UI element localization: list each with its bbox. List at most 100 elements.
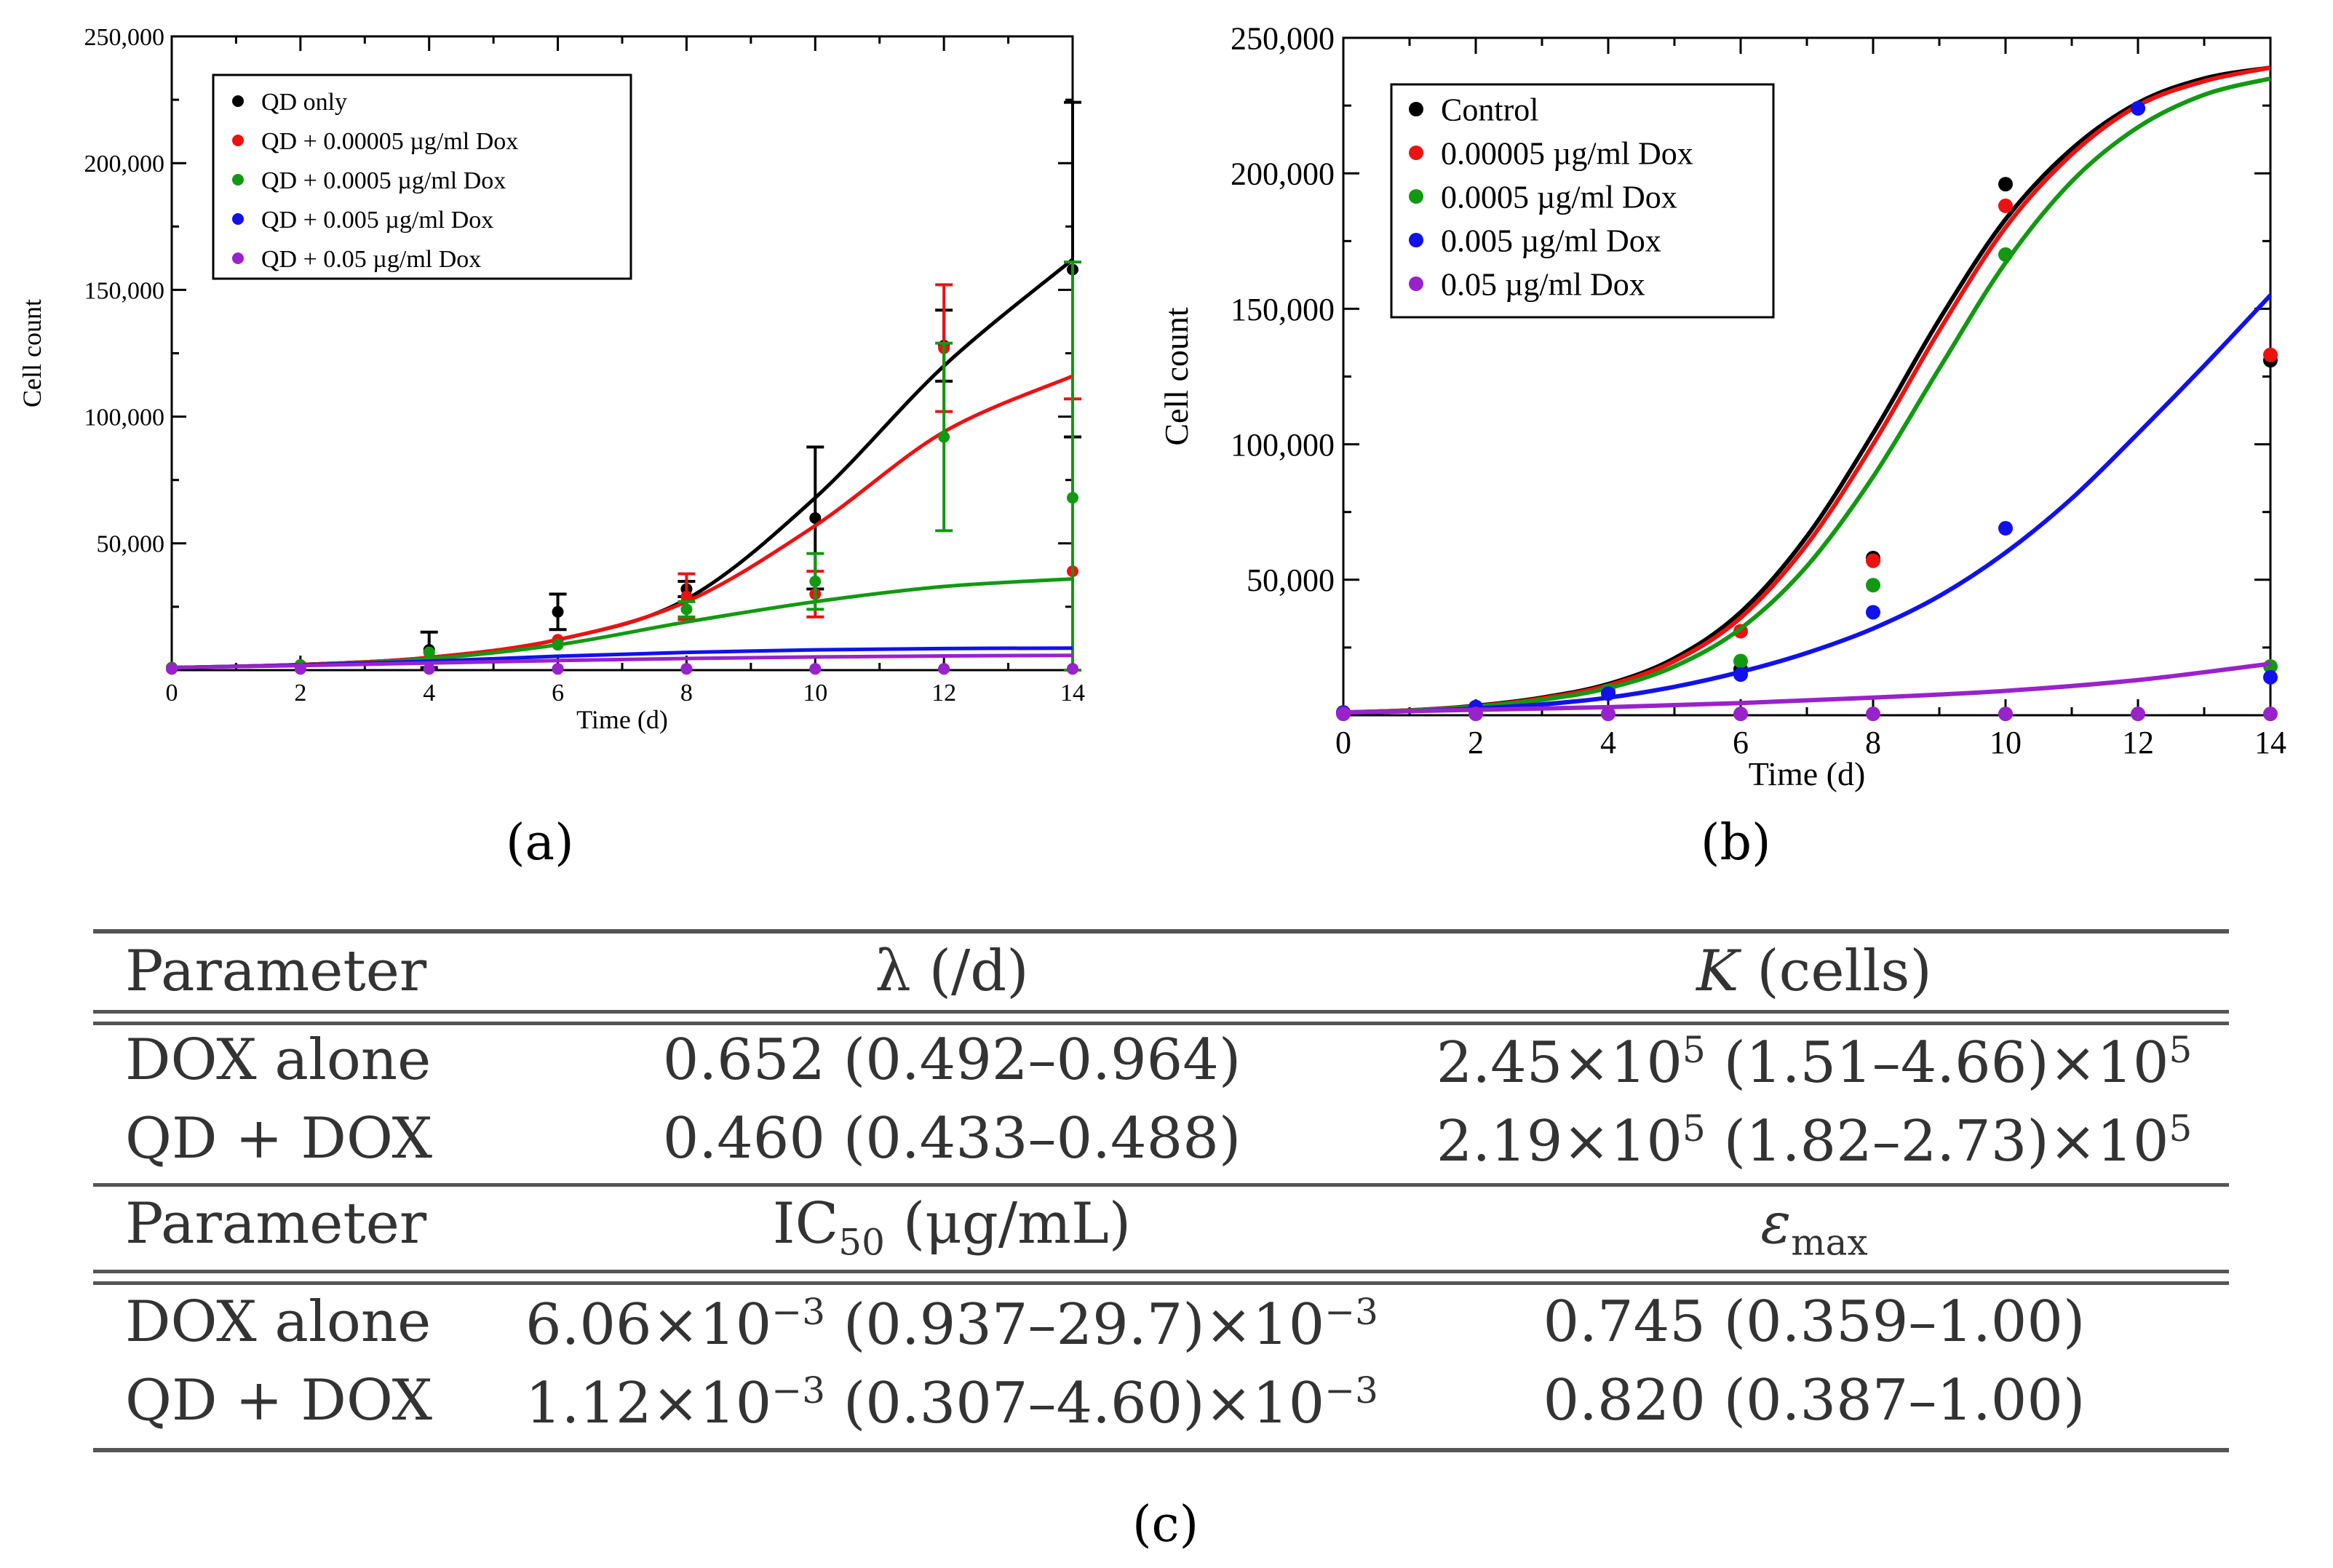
y-tick-label: 200,000 xyxy=(84,151,165,178)
table2-row1-epsilon: 0.745 (0.359–1.00) xyxy=(1543,1289,2086,1355)
legend-marker xyxy=(232,252,244,264)
x-axis-label: Time (d) xyxy=(1749,755,1866,792)
data-point-series-4 xyxy=(2131,100,2145,116)
k-value: 2.45×10 xyxy=(1436,1030,1683,1096)
legend-marker xyxy=(1409,233,1423,247)
data-point-series-5 xyxy=(1866,707,1880,722)
ic-value: 6.06×10 xyxy=(525,1292,772,1358)
x-tick-label: 6 xyxy=(1733,725,1749,760)
data-point-series-5 xyxy=(1468,707,1483,722)
fit-curve-series-3 xyxy=(1343,76,2271,715)
k-value: 2.19×10 xyxy=(1436,1109,1683,1174)
x-tick-label: 0 xyxy=(166,680,178,707)
table1-header-rule-bottom xyxy=(93,1022,2229,1025)
data-point-series-5 xyxy=(166,663,178,675)
data-point-series-5 xyxy=(294,663,306,675)
fit-curve-series-4 xyxy=(1343,293,2273,715)
k-range: (1.51–4.66)×10 xyxy=(1723,1030,2169,1096)
data-point-series-4 xyxy=(1733,667,1748,682)
table-mid-rule xyxy=(93,1183,2229,1187)
data-point-series-5 xyxy=(938,663,950,675)
ic-sub: 50 xyxy=(838,1221,885,1264)
table2-row2-label: QD + DOX xyxy=(125,1368,433,1433)
k-exp: 5 xyxy=(1682,1029,1706,1071)
table2-row2-ic50: 1.12×10−3 (0.307–4.60)×10−3 xyxy=(525,1372,1378,1432)
x-tick-label: 4 xyxy=(423,680,435,707)
ic-exp: −3 xyxy=(771,1369,826,1412)
legend-label: 0.00005 µg/ml Dox xyxy=(1441,135,1693,171)
x-tick-label: 10 xyxy=(803,680,827,707)
x-tick-label: 2 xyxy=(294,680,306,707)
legend-label: QD + 0.00005 µg/ml Dox xyxy=(261,128,518,155)
table2-header-epsilon: εmax xyxy=(1760,1195,1867,1261)
legend-marker xyxy=(1409,276,1423,291)
table2-row1-label: DOX alone xyxy=(125,1289,432,1355)
legend-label: QD + 0.005 µg/ml Dox xyxy=(261,207,493,234)
ic-range: (0.937–29.7)×10 xyxy=(843,1292,1325,1358)
x-tick-label: 12 xyxy=(931,680,956,707)
data-point-series-4 xyxy=(1601,686,1615,701)
table1-row2-k: 2.19×105 (1.82–2.73)×105 xyxy=(1436,1110,2193,1170)
y-tick-label: 100,000 xyxy=(84,405,165,431)
x-tick-label: 14 xyxy=(2254,725,2286,760)
data-point-series-2 xyxy=(2263,347,2278,362)
data-point-series-5 xyxy=(423,663,435,675)
epsilon-symbol: ε xyxy=(1760,1191,1792,1257)
table1-header-rule-top xyxy=(93,1010,2229,1014)
table1-header-parameter: Parameter xyxy=(125,939,427,1004)
y-tick-label: 150,000 xyxy=(84,277,165,304)
legend-marker xyxy=(232,213,244,225)
table1-row1-lambda: 0.652 (0.492–0.964) xyxy=(662,1027,1241,1093)
data-point-series-1 xyxy=(1998,177,2013,192)
k-symbol: K xyxy=(1696,939,1739,1004)
table1-row1-label: DOX alone xyxy=(125,1027,432,1093)
legend-marker xyxy=(232,174,244,186)
k-range: (1.82–2.73)×10 xyxy=(1723,1109,2169,1174)
data-point-series-1 xyxy=(552,605,564,618)
data-point-series-5 xyxy=(552,663,564,675)
legend-marker xyxy=(1409,189,1423,204)
data-point-series-5 xyxy=(1998,707,2013,722)
x-tick-label: 10 xyxy=(1990,725,2022,760)
chart-b: 0 2 4 6 8 10 12 14 50,000 100,000 150,000 200,000 25… xyxy=(1158,20,2286,792)
x-tick-label: 6 xyxy=(552,680,564,707)
table1-header-lambda: λ (/d) xyxy=(875,939,1029,1004)
legend-box xyxy=(1390,83,1775,319)
y-axis-label: Cell count xyxy=(17,299,47,407)
y-tick-label: 250,000 xyxy=(1231,20,1335,56)
legend-label: 0.05 µg/ml Dox xyxy=(1441,266,1645,302)
ic-value: 1.12×10 xyxy=(525,1371,772,1436)
data-point-series-1 xyxy=(809,512,822,524)
x-axis-label: Time (d) xyxy=(576,705,668,734)
data-point-series-5 xyxy=(680,663,693,675)
data-point-series-3 xyxy=(1866,578,1880,593)
x-tick-label: 8 xyxy=(680,680,693,707)
data-point-series-3 xyxy=(1733,653,1748,669)
legend-marker xyxy=(232,95,244,107)
legend-box xyxy=(212,73,632,280)
data-point-series-4 xyxy=(1998,521,2013,536)
k-exp: 5 xyxy=(1682,1107,1706,1150)
legend-label: 0.005 µg/ml Dox xyxy=(1441,223,1661,258)
legend-label: QD only xyxy=(261,89,347,116)
data-point-series-4 xyxy=(2263,669,2278,685)
data-point-series-3 xyxy=(680,603,693,616)
ic-range-exp: −3 xyxy=(1324,1369,1378,1412)
data-point-series-3 xyxy=(809,576,822,588)
parameter-table: Parameter λ (/d) K (cells) DOX alone 0.6… xyxy=(93,923,2229,1455)
table-bottom-rule xyxy=(93,1448,2229,1452)
legend-label: 0.0005 µg/ml Dox xyxy=(1441,179,1677,215)
k-range-exp: 5 xyxy=(2169,1107,2193,1150)
fit-curve-series-5 xyxy=(1343,661,2271,715)
y-tick-label: 200,000 xyxy=(1231,156,1335,192)
legend-marker xyxy=(1409,146,1423,160)
data-point-series-5 xyxy=(809,663,822,675)
ic-exp: −3 xyxy=(771,1291,826,1333)
data-point-series-3 xyxy=(938,431,950,443)
legend-marker xyxy=(232,135,244,146)
data-point-series-5 xyxy=(1601,707,1615,722)
legend-label: QD + 0.05 µg/ml Dox xyxy=(261,246,481,273)
table1-header-k: K (cells) xyxy=(1696,943,1932,1000)
data-point-series-4 xyxy=(1866,605,1880,620)
panel-label-a: (a) xyxy=(506,814,574,872)
